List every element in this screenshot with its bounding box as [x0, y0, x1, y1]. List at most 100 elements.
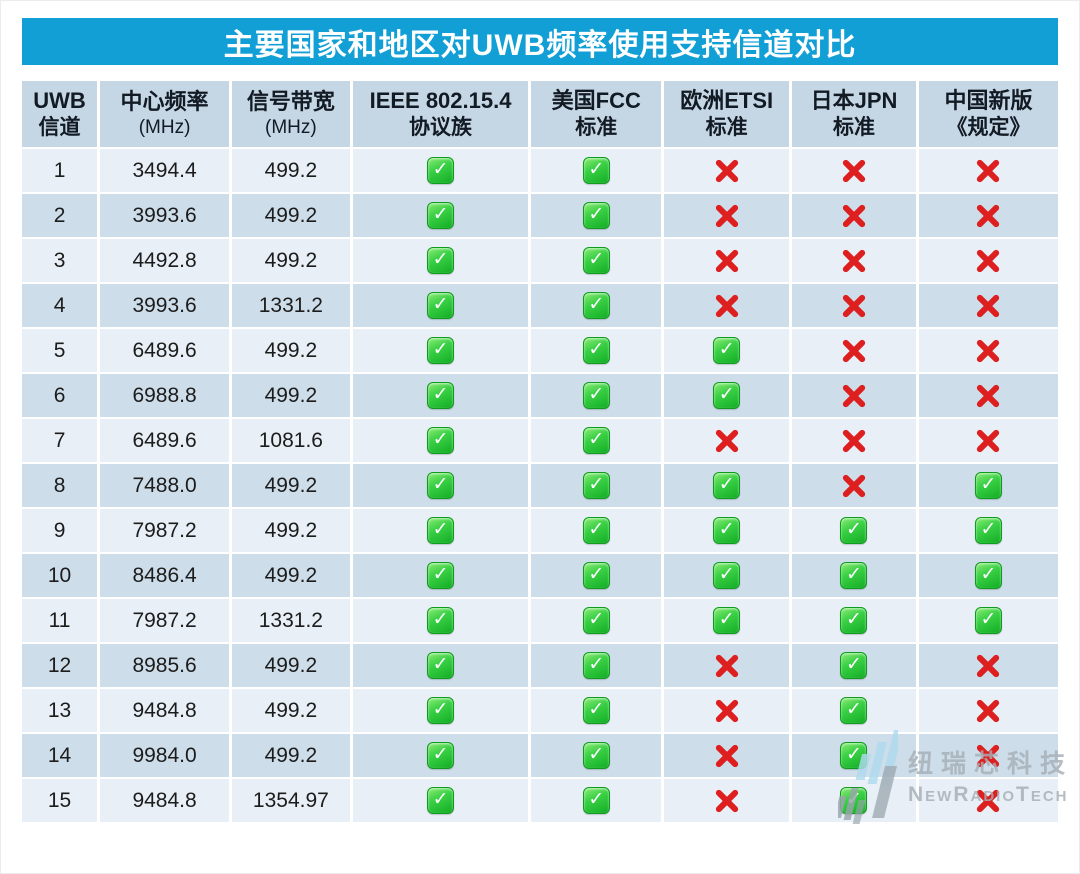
support-cell — [664, 239, 790, 282]
center-frequency-cell: 7987.2 — [100, 509, 229, 552]
channel-cell: 4 — [22, 284, 98, 327]
check-icon: ✓ — [840, 787, 868, 814]
table-row: 8 7488.0 499.2 ✓ ✓ ✓ ✓ — [22, 464, 1058, 507]
channel-cell: 7 — [22, 419, 98, 462]
support-cell: ✓ — [352, 599, 529, 642]
support-cell: ✓ — [352, 194, 529, 237]
support-cell — [664, 779, 790, 822]
check-icon: ✓ — [427, 607, 455, 634]
cross-icon — [840, 427, 867, 454]
support-cell: ✓ — [531, 464, 662, 507]
check-icon: ✓ — [713, 337, 741, 364]
bandwidth-cell: 499.2 — [232, 644, 350, 687]
support-cell: ✓ — [531, 149, 662, 192]
check-icon: ✓ — [582, 607, 610, 634]
center-frequency-cell: 4492.8 — [100, 239, 229, 282]
support-cell: ✓ — [352, 554, 529, 597]
bandwidth-cell: 499.2 — [232, 329, 350, 372]
channel-cell: 11 — [22, 599, 98, 642]
uwb-channel-table: UWB 信道 中心频率 (MHz) 信号带宽 (MHz) IEEE 802.15.4 协议族美… — [19, 79, 1061, 824]
support-cell — [664, 644, 790, 687]
center-frequency-cell: 9484.8 — [100, 689, 229, 732]
check-icon: ✓ — [582, 292, 610, 319]
support-cell: ✓ — [352, 419, 529, 462]
support-cell: ✓ — [792, 779, 916, 822]
check-icon: ✓ — [427, 292, 455, 319]
support-cell — [918, 374, 1058, 417]
support-cell: ✓ — [664, 509, 790, 552]
center-frequency-cell: 7987.2 — [100, 599, 229, 642]
support-cell: ✓ — [792, 554, 916, 597]
cross-icon — [713, 787, 740, 814]
table-row: 14 9984.0 499.2 ✓ ✓ ✓ — [22, 734, 1058, 777]
support-cell: ✓ — [531, 419, 662, 462]
channel-cell: 12 — [22, 644, 98, 687]
check-icon: ✓ — [713, 607, 741, 634]
support-cell: ✓ — [664, 329, 790, 372]
support-cell — [792, 239, 916, 282]
support-cell: ✓ — [664, 374, 790, 417]
column-header: 中国新版 《规定》 — [918, 81, 1058, 147]
support-cell: ✓ — [531, 194, 662, 237]
bandwidth-cell: 499.2 — [232, 509, 350, 552]
table-header: UWB 信道 中心频率 (MHz) 信号带宽 (MHz) IEEE 802.15.4 协议族美… — [22, 81, 1058, 147]
support-cell: ✓ — [918, 509, 1058, 552]
header-row: UWB 信道 中心频率 (MHz) 信号带宽 (MHz) IEEE 802.15.4 协议族美… — [22, 81, 1058, 147]
check-icon: ✓ — [582, 787, 610, 814]
check-icon: ✓ — [974, 562, 1002, 589]
support-cell — [918, 734, 1058, 777]
cross-icon — [713, 202, 740, 229]
page-title: 主要国家和地区对UWB频率使用支持信道对比 — [22, 18, 1058, 65]
support-cell: ✓ — [352, 509, 529, 552]
check-icon: ✓ — [713, 472, 741, 499]
check-icon: ✓ — [427, 202, 455, 229]
cross-icon — [713, 157, 740, 184]
check-icon: ✓ — [840, 517, 868, 544]
support-cell — [918, 284, 1058, 327]
support-cell — [792, 419, 916, 462]
table-row: 5 6489.6 499.2 ✓ ✓ ✓ — [22, 329, 1058, 372]
support-cell: ✓ — [792, 509, 916, 552]
cross-icon — [713, 652, 740, 679]
bandwidth-cell: 499.2 — [232, 689, 350, 732]
bandwidth-cell: 499.2 — [232, 149, 350, 192]
bandwidth-cell: 1331.2 — [232, 599, 350, 642]
cross-icon — [975, 652, 1002, 679]
support-cell: ✓ — [792, 689, 916, 732]
support-cell — [918, 419, 1058, 462]
support-cell: ✓ — [531, 734, 662, 777]
bandwidth-cell: 499.2 — [232, 464, 350, 507]
check-icon: ✓ — [582, 202, 610, 229]
support-cell: ✓ — [792, 599, 916, 642]
support-cell: ✓ — [531, 284, 662, 327]
table-row: 11 7987.2 1331.2 ✓ ✓ ✓ ✓ ✓ — [22, 599, 1058, 642]
cross-icon — [975, 292, 1002, 319]
channel-cell: 15 — [22, 779, 98, 822]
cross-icon — [713, 697, 740, 724]
support-cell — [664, 734, 790, 777]
bandwidth-cell: 499.2 — [232, 239, 350, 282]
check-icon: ✓ — [582, 337, 610, 364]
column-header: 中心频率 (MHz) — [100, 81, 229, 147]
check-icon: ✓ — [427, 562, 455, 589]
channel-cell: 8 — [22, 464, 98, 507]
check-icon: ✓ — [713, 382, 741, 409]
check-icon: ✓ — [427, 157, 455, 184]
support-cell: ✓ — [531, 554, 662, 597]
support-cell — [918, 194, 1058, 237]
support-cell — [918, 644, 1058, 687]
channel-cell: 5 — [22, 329, 98, 372]
center-frequency-cell: 8486.4 — [100, 554, 229, 597]
channel-cell: 1 — [22, 149, 98, 192]
support-cell — [792, 464, 916, 507]
table-row: 1 3494.4 499.2 ✓ ✓ — [22, 149, 1058, 192]
center-frequency-cell: 6489.6 — [100, 419, 229, 462]
cross-icon — [975, 697, 1002, 724]
support-cell: ✓ — [531, 779, 662, 822]
center-frequency-cell: 3993.6 — [100, 284, 229, 327]
check-icon: ✓ — [427, 742, 455, 769]
cross-icon — [975, 157, 1002, 184]
cross-icon — [840, 202, 867, 229]
check-icon: ✓ — [582, 157, 610, 184]
